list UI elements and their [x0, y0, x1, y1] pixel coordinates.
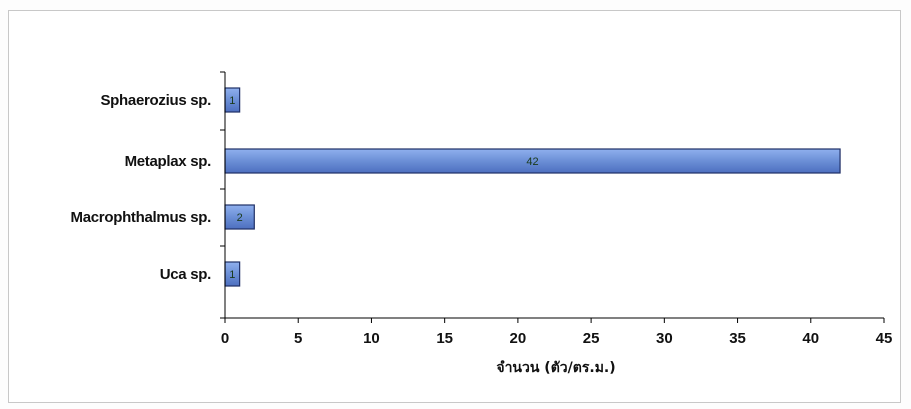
x-tick-label: 20 — [510, 330, 527, 347]
chart-frame — [8, 10, 901, 403]
x-axis-title: จำนวน (ตัว/ตร.ม.) — [496, 360, 615, 376]
data-label: 42 — [526, 156, 538, 168]
category-label: Uca sp. — [160, 266, 211, 283]
x-tick-label: 25 — [583, 330, 600, 347]
x-tick-label: 10 — [363, 330, 380, 347]
x-tick-label: 35 — [729, 330, 746, 347]
data-label: 2 — [237, 212, 243, 224]
bar — [224, 148, 841, 174]
category-label: Metaplax sp. — [125, 153, 212, 170]
category-label: Sphaerozius sp. — [100, 92, 211, 109]
bars-layer: 1 42 2 1 — [224, 87, 841, 287]
x-tick-label: 40 — [802, 330, 819, 347]
x-tick-label: 0 — [221, 330, 229, 347]
x-axis: 0 5 10 15 20 25 30 35 40 45 — [220, 71, 893, 347]
category-label: Macrophthalmus sp. — [71, 209, 212, 226]
data-label: 1 — [229, 95, 235, 107]
x-tick-label: 5 — [294, 330, 302, 347]
x-tick-label: 30 — [656, 330, 673, 347]
data-label: 1 — [229, 269, 235, 281]
x-tick-label: 45 — [876, 330, 893, 347]
x-tick-label: 15 — [436, 330, 453, 347]
category-labels: Sphaerozius sp. Metaplax sp. Macrophthalmu… — [71, 92, 212, 283]
